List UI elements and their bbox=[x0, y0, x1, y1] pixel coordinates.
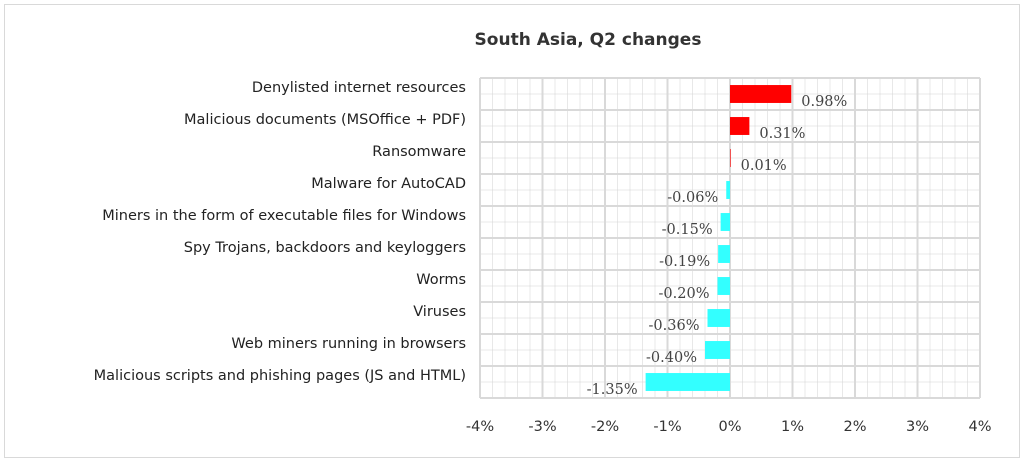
bar bbox=[726, 181, 730, 199]
data-label: 0.01% bbox=[741, 158, 787, 174]
bar bbox=[717, 277, 730, 295]
category-label: Worms bbox=[416, 272, 466, 288]
bar bbox=[720, 213, 730, 231]
category-label: Malware for AutoCAD bbox=[311, 176, 466, 192]
data-label: -0.36% bbox=[649, 318, 700, 334]
category-label: Web miners running in browsers bbox=[231, 336, 466, 352]
category-label: Malicious documents (MSOffice + PDF) bbox=[184, 112, 466, 128]
x-tick-label: 0% bbox=[718, 419, 741, 435]
bars: 0.98% 0.31% 0.01% -0.06% -0.15% -0.19% -0.20% -… bbox=[587, 85, 847, 398]
data-label: 0.31% bbox=[759, 126, 805, 142]
category-label: Spy Trojans, backdoors and keyloggers bbox=[184, 240, 466, 256]
bar bbox=[730, 85, 792, 103]
category-label: Denylisted internet resources bbox=[252, 80, 466, 96]
category-label: Viruses bbox=[413, 304, 466, 320]
bar bbox=[730, 117, 750, 135]
x-tick-label: -3% bbox=[528, 419, 556, 435]
bar bbox=[718, 245, 730, 263]
category-labels: Denylisted internet resources Malicious d… bbox=[94, 80, 466, 384]
bar bbox=[707, 309, 730, 327]
x-tick-label: 3% bbox=[906, 419, 929, 435]
data-label: -0.15% bbox=[662, 222, 713, 238]
bar bbox=[705, 341, 730, 359]
category-label: Ransomware bbox=[372, 144, 466, 160]
data-label: -1.35% bbox=[587, 382, 638, 398]
x-tick-label: -1% bbox=[653, 419, 681, 435]
data-label: -0.40% bbox=[646, 350, 697, 366]
chart-frame: South Asia, Q2 changes 0.98% 0.31% 0.01% -0… bbox=[4, 4, 1020, 458]
x-tick-label: -2% bbox=[591, 419, 619, 435]
x-tick-label: -4% bbox=[466, 419, 494, 435]
x-tick-label: 1% bbox=[781, 419, 804, 435]
data-label: -0.20% bbox=[659, 286, 710, 302]
x-tick-label: 2% bbox=[843, 419, 866, 435]
chart-title: South Asia, Q2 changes bbox=[475, 30, 702, 50]
x-tick-label: 4% bbox=[968, 419, 991, 435]
bar bbox=[645, 373, 730, 391]
data-label: -0.19% bbox=[659, 254, 710, 270]
data-label: -0.06% bbox=[667, 190, 718, 206]
x-axis-ticks: -4% -3% -2% -1% 0% 1% 2% 3% 4% bbox=[466, 419, 992, 435]
bar bbox=[730, 149, 731, 167]
bar-chart: South Asia, Q2 changes 0.98% 0.31% 0.01% -0… bbox=[94, 30, 992, 435]
data-label: 0.98% bbox=[801, 94, 847, 110]
category-label: Miners in the form of executable files f… bbox=[102, 208, 466, 224]
grid bbox=[479, 77, 981, 399]
category-label: Malicious scripts and phishing pages (JS… bbox=[94, 368, 466, 384]
